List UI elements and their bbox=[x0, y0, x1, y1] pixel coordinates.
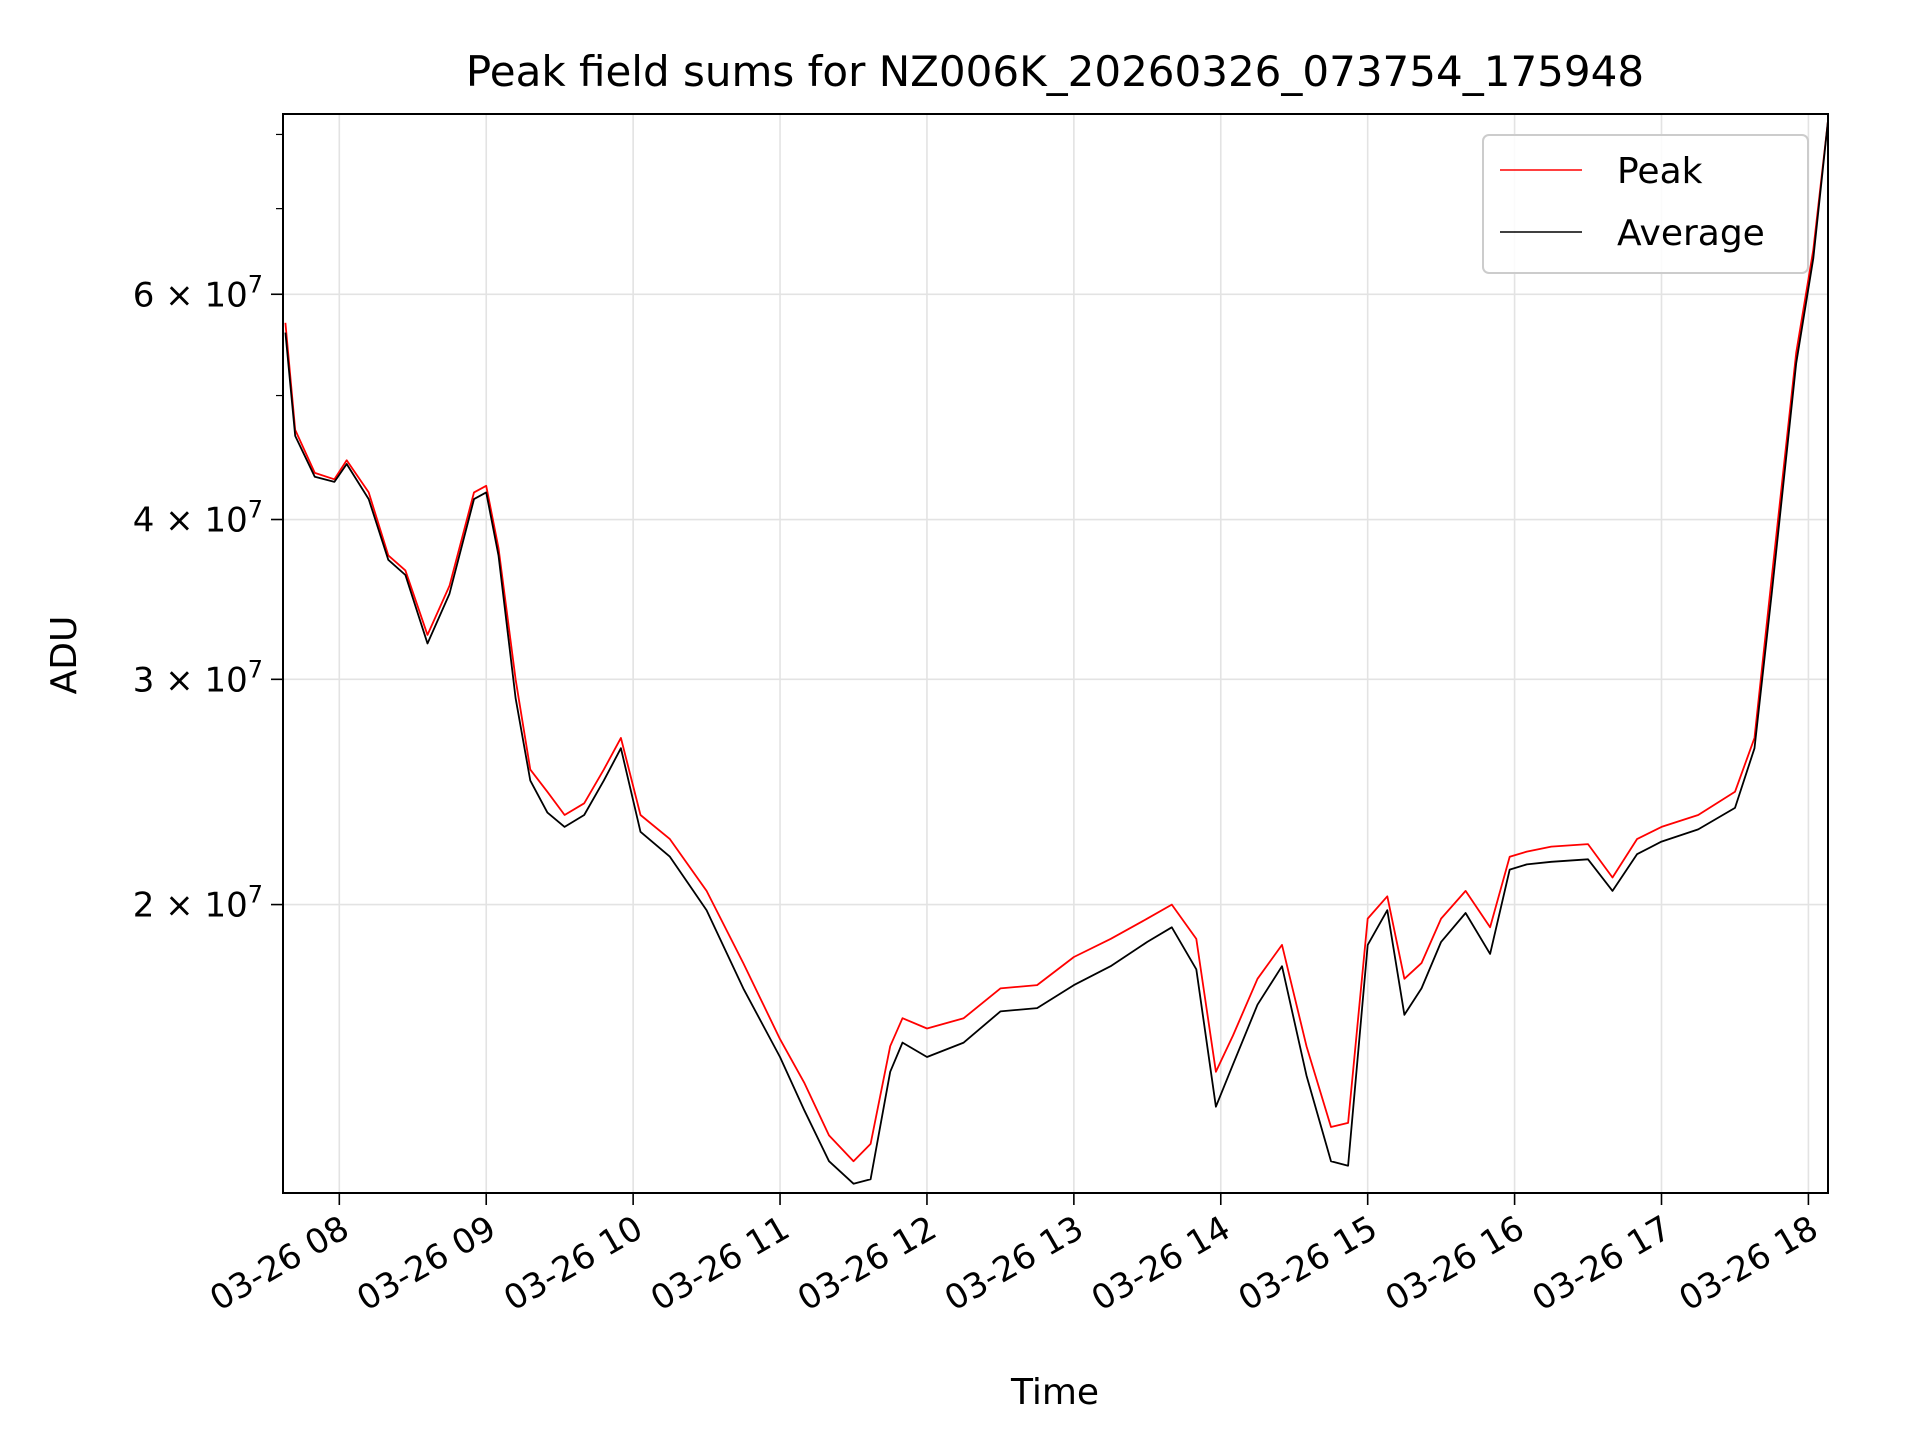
y-axis-label: ADU bbox=[44, 616, 85, 695]
x-axis-label: Time bbox=[1010, 1372, 1099, 1413]
legend: Peak Average bbox=[1482, 134, 1809, 274]
y-tick-label: 6 × 107 bbox=[133, 270, 263, 315]
series-line-peak bbox=[284, 120, 1829, 1163]
series-lines bbox=[284, 120, 1829, 1185]
series-line-average bbox=[284, 120, 1829, 1185]
grid bbox=[283, 114, 1828, 1193]
y-tick-label: 4 × 107 bbox=[133, 496, 263, 541]
y-tick-label: 2 × 107 bbox=[133, 881, 263, 926]
plot-frame bbox=[282, 113, 1829, 1194]
chart-title: Peak field sums for NZ006K_20260326_0737… bbox=[466, 47, 1644, 96]
legend-label-average: Average bbox=[1617, 213, 1765, 254]
legend-label-peak: Peak bbox=[1617, 151, 1703, 192]
y-tick-label: 3 × 107 bbox=[133, 655, 263, 700]
